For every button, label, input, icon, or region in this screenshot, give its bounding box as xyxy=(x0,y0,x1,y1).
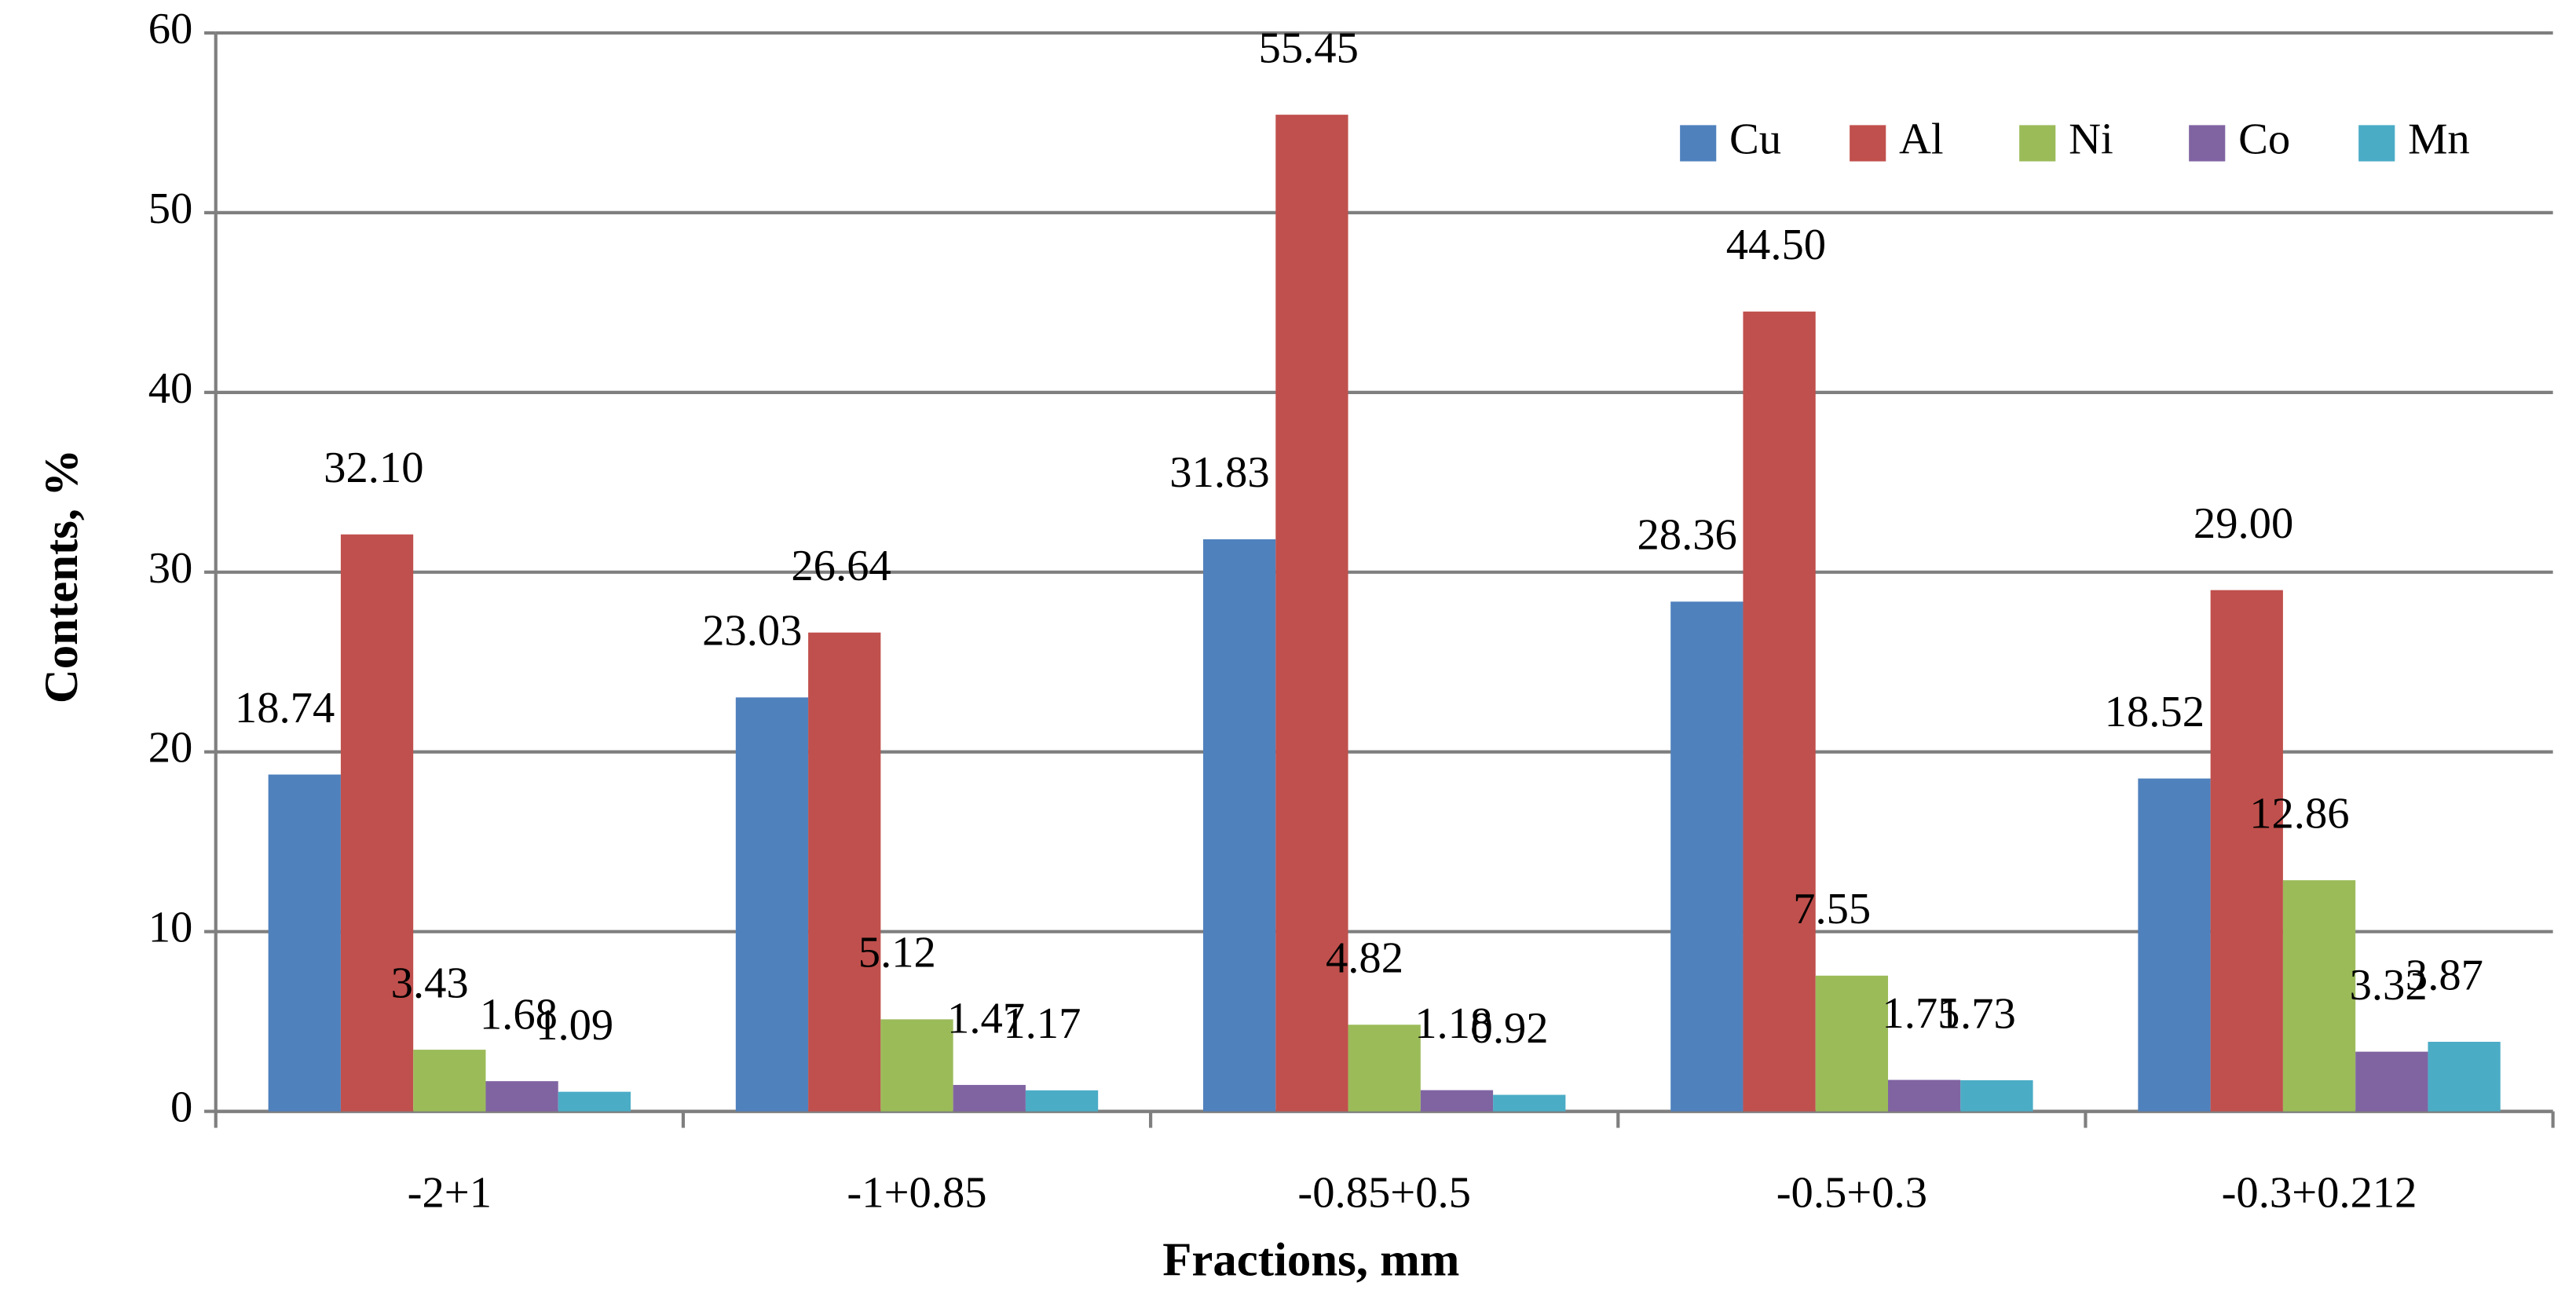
legend-label: Mn xyxy=(2408,115,2470,163)
bar xyxy=(953,1084,1026,1112)
legend-swatch xyxy=(1850,125,1886,162)
data-label: 28.36 xyxy=(1637,511,1736,560)
bar xyxy=(1815,975,1889,1112)
data-label: 18.52 xyxy=(2105,688,2205,736)
bar xyxy=(1348,1025,1421,1112)
x-tick-label: -0.3+0.212 xyxy=(2222,1169,2417,1218)
legend-swatch xyxy=(2358,125,2395,162)
data-label: 26.64 xyxy=(791,542,891,590)
legend-label: Cu xyxy=(1729,115,1781,163)
bar xyxy=(340,534,414,1112)
x-tick-label: -1+0.85 xyxy=(847,1169,986,1218)
x-tick-label: -0.85+0.5 xyxy=(1297,1169,1471,1218)
bar xyxy=(1493,1094,1566,1112)
data-label: 18.74 xyxy=(235,684,335,732)
bar xyxy=(1420,1090,1494,1112)
data-label: 1.17 xyxy=(1003,999,1081,1048)
data-label: 44.50 xyxy=(1726,221,1826,269)
data-label: 55.45 xyxy=(1259,24,1359,72)
bar xyxy=(1670,601,1744,1112)
data-label: 32.10 xyxy=(324,444,423,492)
legend-swatch xyxy=(1680,125,1717,162)
bar xyxy=(2138,778,2211,1112)
data-label: 0.92 xyxy=(1471,1004,1549,1053)
legend-swatch xyxy=(2189,125,2226,162)
data-label: 29.00 xyxy=(2194,499,2293,548)
bar xyxy=(735,697,809,1112)
data-label: 1.18 xyxy=(1414,999,1492,1048)
bar xyxy=(808,632,881,1112)
data-label: 5.12 xyxy=(858,929,936,977)
y-tick-label: 20 xyxy=(148,724,193,773)
bar xyxy=(485,1081,558,1112)
y-tick-label: 0 xyxy=(170,1083,192,1132)
data-label: 7.55 xyxy=(1793,885,1871,933)
data-label: 23.03 xyxy=(702,607,802,656)
bar xyxy=(1025,1090,1099,1112)
legend-label: Co xyxy=(2238,115,2290,163)
bar xyxy=(558,1091,631,1112)
bar xyxy=(2210,590,2283,1112)
y-tick-label: 50 xyxy=(148,184,193,233)
y-axis-title: Contents, % xyxy=(35,449,88,703)
data-label: 31.83 xyxy=(1169,448,1269,497)
bar xyxy=(1275,115,1348,1112)
bar xyxy=(413,1050,486,1112)
bar xyxy=(1202,539,1276,1112)
data-label: 3.32 xyxy=(2350,961,2428,1010)
x-tick-label: -0.5+0.3 xyxy=(1776,1169,1927,1218)
data-label: 1.75 xyxy=(1882,989,1959,1038)
y-tick-label: 10 xyxy=(148,904,193,952)
x-tick-label: -2+1 xyxy=(408,1169,492,1218)
bar xyxy=(268,774,341,1112)
legend-label: Ni xyxy=(2069,115,2113,163)
data-label: 1.68 xyxy=(480,990,558,1039)
bar xyxy=(1888,1079,1961,1112)
bar xyxy=(1960,1080,2033,1112)
data-label: 1.09 xyxy=(536,1001,613,1050)
legend-label: Al xyxy=(1899,115,1944,163)
data-label: 1.47 xyxy=(947,994,1025,1043)
x-axis-title: Fractions, mm xyxy=(1162,1234,1459,1287)
data-label: 12.86 xyxy=(2249,790,2349,838)
data-label: 1.73 xyxy=(1938,989,2016,1038)
y-tick-label: 30 xyxy=(148,544,193,593)
data-label: 4.82 xyxy=(1326,934,1403,983)
bar xyxy=(2428,1042,2501,1112)
y-tick-label: 60 xyxy=(148,5,193,53)
data-label: 3.43 xyxy=(391,959,469,1007)
legend-swatch xyxy=(2019,125,2056,162)
bar xyxy=(880,1019,953,1112)
data-label: 3.87 xyxy=(2406,951,2483,999)
bar xyxy=(2355,1051,2428,1112)
bar xyxy=(1743,311,1816,1112)
bar xyxy=(2282,880,2356,1112)
y-tick-label: 40 xyxy=(148,364,193,413)
